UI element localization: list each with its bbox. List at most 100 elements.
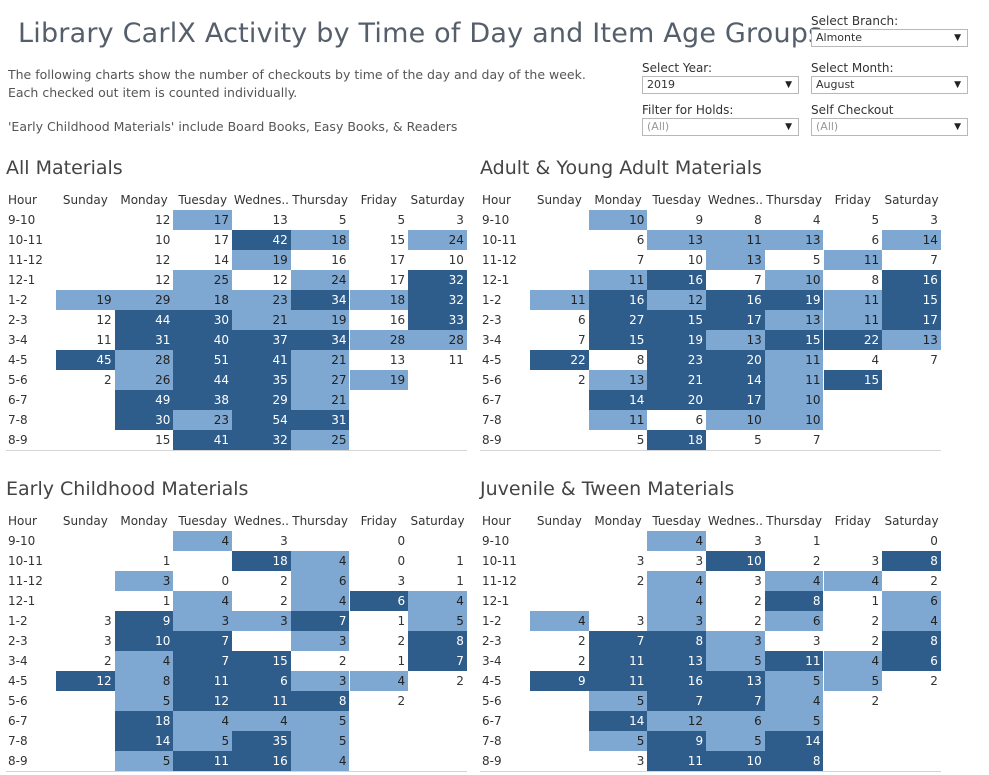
heatmap-cell[interactable]: 4 [647, 571, 707, 591]
heatmap-cell[interactable]: 3 [173, 611, 233, 631]
heatmap-cell[interactable]: 17 [389, 273, 406, 287]
heatmap-cell[interactable]: 2 [871, 694, 880, 708]
heatmap-cell[interactable] [408, 731, 467, 751]
heatmap-cell[interactable] [882, 691, 941, 711]
heatmap-cell[interactable]: 5 [754, 433, 762, 447]
heatmap-cell[interactable]: 2 [930, 574, 938, 588]
heatmap-cell[interactable]: 3 [930, 213, 938, 227]
heatmap-cell[interactable]: 15 [232, 651, 291, 671]
heatmap-cell[interactable]: 7 [408, 651, 467, 671]
self-checkout-select[interactable]: (All) ▼ [811, 118, 968, 136]
heatmap-cell[interactable]: 8 [882, 631, 941, 651]
heatmap-cell[interactable]: 4 [882, 611, 941, 631]
heatmap-cell[interactable] [882, 390, 941, 410]
heatmap-cell[interactable]: 4 [647, 531, 707, 551]
heatmap-cell[interactable]: 6 [764, 611, 824, 631]
heatmap-cell[interactable]: 12 [647, 711, 707, 731]
heatmap-cell[interactable]: 7 [588, 631, 648, 651]
heatmap-cell[interactable] [350, 410, 409, 430]
heatmap-cell[interactable]: 5 [114, 691, 174, 711]
heatmap-cell[interactable]: 4 [408, 591, 467, 611]
heatmap-cell[interactable]: 8 [754, 213, 762, 227]
year-select[interactable]: 2019 ▼ [642, 76, 799, 94]
heatmap-cell[interactable]: 13 [706, 250, 765, 270]
heatmap-cell[interactable]: 3 [636, 754, 645, 768]
heatmap-cell[interactable]: 13 [764, 230, 824, 250]
heatmap-cell[interactable]: 4 [349, 671, 409, 691]
heatmap-cell[interactable]: 2 [636, 574, 645, 588]
heatmap-cell[interactable] [882, 430, 941, 450]
heatmap-cell[interactable]: 4 [290, 551, 350, 571]
heatmap-cell[interactable]: 44 [114, 310, 174, 330]
heatmap-cell[interactable]: 2 [104, 654, 112, 668]
heatmap-cell[interactable] [408, 410, 467, 430]
heatmap-cell[interactable]: 15 [389, 233, 406, 247]
heatmap-cell[interactable]: 10 [764, 390, 824, 410]
heatmap-cell[interactable]: 11 [764, 370, 824, 390]
heatmap-cell[interactable] [56, 731, 115, 751]
heatmap-cell[interactable]: 13 [647, 651, 707, 671]
heatmap-cell[interactable] [350, 430, 409, 450]
heatmap-cell[interactable]: 2 [812, 554, 821, 568]
heatmap-cell[interactable]: 17 [882, 310, 941, 330]
heatmap-cell[interactable]: 3 [232, 611, 291, 631]
heatmap-cell[interactable] [530, 210, 589, 230]
heatmap-cell[interactable] [56, 430, 115, 450]
heatmap-cell[interactable]: 7 [173, 631, 233, 651]
heatmap-cell[interactable]: 3 [456, 213, 464, 227]
heatmap-cell[interactable]: 13 [706, 671, 765, 691]
heatmap-cell[interactable]: 17 [213, 233, 230, 247]
heatmap-cell[interactable]: 14 [114, 731, 174, 751]
heatmap-cell[interactable]: 14 [706, 370, 765, 390]
heatmap-cell[interactable]: 8 [114, 671, 174, 691]
heatmap-cell[interactable]: 9 [530, 671, 589, 691]
heatmap-cell[interactable] [824, 731, 883, 751]
heatmap-cell[interactable]: 7 [290, 611, 350, 631]
heatmap-cell[interactable] [824, 430, 883, 450]
heatmap-cell[interactable]: 12 [155, 273, 171, 287]
heatmap-cell[interactable]: 31 [114, 330, 174, 350]
heatmap-cell[interactable]: 11 [588, 410, 648, 430]
heatmap-cell[interactable]: 11 [764, 651, 824, 671]
heatmap-cell[interactable]: 7 [578, 333, 586, 347]
heatmap-cell[interactable]: 13 [588, 370, 648, 390]
heatmap-cell[interactable]: 11 [823, 310, 883, 330]
heatmap-cell[interactable]: 10 [764, 270, 824, 290]
heatmap-cell[interactable]: 18 [114, 711, 174, 731]
heatmap-cell[interactable]: 5 [764, 711, 824, 731]
heatmap-cell[interactable]: 1 [397, 614, 406, 628]
heatmap-cell[interactable]: 3 [104, 634, 112, 648]
heatmap-cell[interactable]: 1 [162, 594, 171, 608]
heatmap-cell[interactable] [56, 210, 115, 230]
heatmap-cell[interactable]: 2 [578, 634, 586, 648]
heatmap-cell[interactable]: 13 [764, 310, 824, 330]
heatmap-cell[interactable]: 2 [754, 594, 762, 608]
heatmap-cell[interactable]: 0 [221, 574, 230, 588]
heatmap-cell[interactable]: 8 [290, 691, 350, 711]
heatmap-cell[interactable]: 11 [647, 751, 707, 771]
heatmap-cell[interactable] [824, 531, 883, 551]
heatmap-cell[interactable]: 34 [290, 290, 350, 310]
heatmap-cell[interactable]: 3 [290, 631, 350, 651]
heatmap-cell[interactable]: 13 [647, 230, 707, 250]
heatmap-cell[interactable]: 2 [280, 594, 288, 608]
heatmap-cell[interactable] [56, 230, 115, 250]
heatmap-cell[interactable]: 3 [280, 534, 288, 548]
heatmap-cell[interactable] [530, 531, 589, 551]
heatmap-cell[interactable]: 35 [232, 731, 291, 751]
heatmap-cell[interactable]: 17 [706, 390, 765, 410]
heatmap-cell[interactable] [530, 731, 589, 751]
heatmap-cell[interactable]: 2 [397, 694, 406, 708]
heatmap-cell[interactable]: 25 [290, 430, 350, 450]
heatmap-cell[interactable]: 25 [173, 270, 233, 290]
heatmap-cell[interactable] [408, 430, 467, 450]
heatmap-cell[interactable] [824, 390, 883, 410]
heatmap-cell[interactable]: 6 [290, 571, 350, 591]
heatmap-cell[interactable] [824, 711, 883, 731]
heatmap-cell[interactable]: 3 [754, 534, 762, 548]
heatmap-cell[interactable]: 9 [114, 611, 174, 631]
heatmap-cell[interactable]: 13 [389, 353, 406, 367]
heatmap-cell[interactable] [56, 390, 115, 410]
heatmap-cell[interactable]: 5 [823, 671, 883, 691]
heatmap-cell[interactable]: 22 [823, 330, 883, 350]
